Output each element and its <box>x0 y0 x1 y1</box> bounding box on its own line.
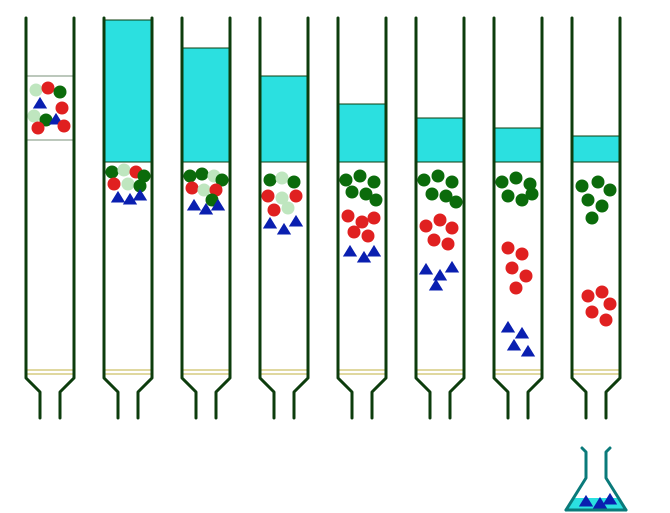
dark-green-particle <box>354 170 367 183</box>
solvent <box>494 128 542 162</box>
red-particle <box>342 210 355 223</box>
red-particle <box>108 178 121 191</box>
red-particle <box>348 226 361 239</box>
light-green-particle <box>118 164 131 177</box>
column-4 <box>260 18 308 418</box>
dark-green-particle <box>196 168 209 181</box>
dark-green-particle <box>346 186 359 199</box>
red-particle <box>420 220 433 233</box>
solvent <box>338 104 386 162</box>
dark-green-particle <box>496 176 509 189</box>
red-particle <box>446 222 459 235</box>
dark-green-particle <box>576 180 589 193</box>
dark-green-particle <box>288 176 301 189</box>
dark-green-particle <box>502 190 515 203</box>
dark-green-particle <box>450 196 463 209</box>
red-particle <box>520 270 533 283</box>
red-particle <box>502 242 515 255</box>
dark-green-particle <box>106 166 119 179</box>
dark-green-particle <box>264 174 277 187</box>
dark-green-particle <box>370 194 383 207</box>
red-particle <box>268 204 281 217</box>
dark-green-particle <box>596 200 609 213</box>
light-green-particle <box>28 110 41 123</box>
dark-green-particle <box>340 174 353 187</box>
red-particle <box>368 212 381 225</box>
red-particle <box>600 314 613 327</box>
red-particle <box>290 190 303 203</box>
dark-green-particle <box>582 194 595 207</box>
dark-green-particle <box>418 174 431 187</box>
red-particle <box>58 120 71 133</box>
dark-green-particle <box>368 176 381 189</box>
solvent <box>104 20 152 162</box>
solvent <box>572 136 620 162</box>
solvent <box>416 118 464 162</box>
dark-green-particle <box>184 170 197 183</box>
dark-green-particle <box>432 170 445 183</box>
solvent <box>182 48 230 162</box>
light-green-particle <box>282 202 295 215</box>
dark-green-particle <box>526 188 539 201</box>
red-particle <box>56 102 69 115</box>
solvent <box>260 76 308 162</box>
red-particle <box>510 282 523 295</box>
red-particle <box>428 234 441 247</box>
red-particle <box>42 82 55 95</box>
red-particle <box>604 298 617 311</box>
red-particle <box>262 190 275 203</box>
red-particle <box>582 290 595 303</box>
column-1 <box>26 18 74 418</box>
column-5 <box>338 18 386 418</box>
red-particle <box>434 214 447 227</box>
red-particle <box>586 306 599 319</box>
dark-green-particle <box>592 176 605 189</box>
red-particle <box>186 182 199 195</box>
particles <box>184 168 229 215</box>
dark-green-particle <box>54 86 67 99</box>
light-green-particle <box>122 178 135 191</box>
column-2 <box>104 18 152 418</box>
red-particle <box>32 122 45 135</box>
column-6 <box>416 18 464 418</box>
red-particle <box>506 262 519 275</box>
column-8 <box>572 18 620 418</box>
dark-green-particle <box>586 212 599 225</box>
light-green-particle <box>30 84 43 97</box>
chromatography-diagram <box>0 0 670 513</box>
collection-flask <box>566 448 626 510</box>
red-particle <box>596 286 609 299</box>
red-particle <box>516 248 529 261</box>
red-particle <box>442 238 455 251</box>
column-3 <box>182 18 230 418</box>
dark-green-particle <box>510 172 523 185</box>
dark-green-particle <box>426 188 439 201</box>
dark-green-particle <box>446 176 459 189</box>
dark-green-particle <box>604 184 617 197</box>
column-7 <box>494 18 542 418</box>
light-green-particle <box>276 172 289 185</box>
red-particle <box>362 230 375 243</box>
